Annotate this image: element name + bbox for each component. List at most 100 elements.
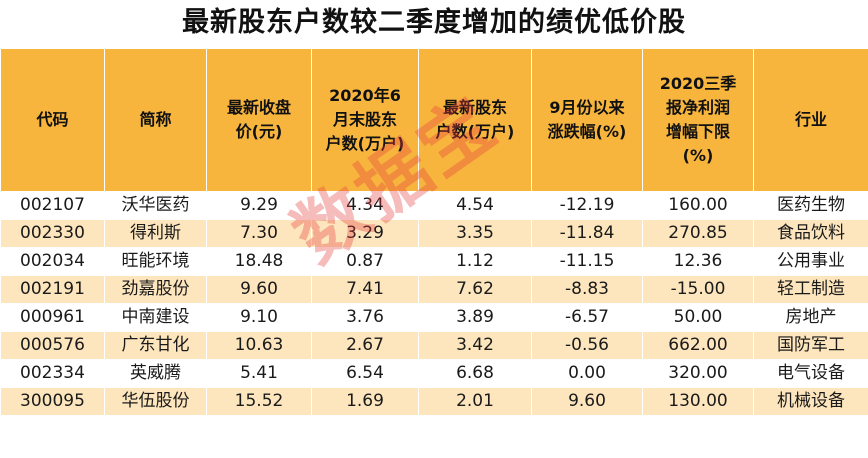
cell-name: 华伍股份	[104, 387, 207, 416]
cell-name: 沃华医药	[104, 191, 207, 220]
column-header-line: 涨跌幅(%)	[547, 122, 627, 141]
column-header-name: 简称	[104, 48, 207, 192]
column-header-latest-holders: 最新股东户数(万户)	[418, 48, 532, 192]
cell-sept-change: -11.84	[531, 219, 643, 248]
cell-close-price: 10.63	[206, 331, 312, 360]
column-header-industry: 行业	[753, 48, 868, 192]
cell-name: 中南建设	[104, 303, 207, 332]
column-header-line: 户数(万户)	[325, 134, 405, 153]
table-row: 002034 旺能环境 18.48 0.87 1.12 -11.15 12.36 公用事业	[0, 247, 868, 276]
cell-code: 002330	[0, 219, 105, 248]
cell-sept-change: -6.57	[531, 303, 643, 332]
column-header-line: 代码	[36, 110, 69, 129]
table-row: 300095 华伍股份 15.52 1.69 2.01 9.60 130.00 机械设备	[0, 387, 868, 416]
cell-latest-holders: 4.54	[418, 191, 532, 220]
cell-sept-change: 0.00	[531, 359, 643, 388]
cell-q3-profit-growth: 320.00	[642, 359, 754, 388]
column-header-line: 最新股东	[442, 98, 507, 117]
cell-sept-change: -12.19	[531, 191, 643, 220]
cell-latest-holders: 6.68	[418, 359, 532, 388]
cell-code: 300095	[0, 387, 105, 416]
cell-close-price: 7.30	[206, 219, 312, 248]
cell-name: 得利斯	[104, 219, 207, 248]
cell-industry: 轻工制造	[753, 275, 868, 304]
cell-industry: 食品饮料	[753, 219, 868, 248]
cell-industry: 房地产	[753, 303, 868, 332]
cell-code: 002334	[0, 359, 105, 388]
column-header-q3-profit-growth: 2020三季 报净利润增幅下限 (%)	[642, 48, 754, 192]
cell-code: 000961	[0, 303, 105, 332]
table-row: 002191 劲嘉股份 9.60 7.41 7.62 -8.83 -15.00 轻工制造	[0, 275, 868, 304]
cell-close-price: 9.60	[206, 275, 312, 304]
cell-june-holders: 3.29	[311, 219, 419, 248]
cell-june-holders: 3.76	[311, 303, 419, 332]
table-row: 002334 英威腾 5.41 6.54 6.68 0.00 320.00 电气设备	[0, 359, 868, 388]
cell-june-holders: 2.67	[311, 331, 419, 360]
column-header-line: 9月份以来	[549, 98, 625, 117]
cell-june-holders: 7.41	[311, 275, 419, 304]
cell-close-price: 9.29	[206, 191, 312, 220]
column-header-line: 2020三季	[659, 74, 737, 93]
cell-code: 002191	[0, 275, 105, 304]
column-header-close-price: 最新收盘价(元)	[206, 48, 312, 192]
cell-q3-profit-growth: 160.00	[642, 191, 754, 220]
cell-close-price: 5.41	[206, 359, 312, 388]
column-header-line: 月末股东	[332, 110, 397, 129]
cell-q3-profit-growth: 130.00	[642, 387, 754, 416]
cell-q3-profit-growth: 270.85	[642, 219, 754, 248]
cell-industry: 公用事业	[753, 247, 868, 276]
cell-latest-holders: 1.12	[418, 247, 532, 276]
column-header-line: 行业	[794, 110, 827, 129]
table-body: 002107 沃华医药 9.29 4.34 4.54 -12.19 160.00 医药生物 00…	[0, 191, 868, 416]
cell-close-price: 15.52	[206, 387, 312, 416]
table-row: 000576 广东甘化 10.63 2.67 3.42 -0.56 662.00 国防军工	[0, 331, 868, 360]
column-header-line: 价(元)	[235, 122, 283, 141]
cell-q3-profit-growth: 50.00	[642, 303, 754, 332]
cell-name: 旺能环境	[104, 247, 207, 276]
cell-q3-profit-growth: 662.00	[642, 331, 754, 360]
column-header-line: 报净利润	[665, 98, 730, 117]
cell-name: 劲嘉股份	[104, 275, 207, 304]
column-header-line: 最新收盘	[226, 98, 291, 117]
column-header-line: 增幅下限	[665, 122, 730, 141]
cell-sept-change: 9.60	[531, 387, 643, 416]
table-row: 000961 中南建设 9.10 3.76 3.89 -6.57 50.00 房地产	[0, 303, 868, 332]
cell-sept-change: -8.83	[531, 275, 643, 304]
cell-industry: 医药生物	[753, 191, 868, 220]
cell-name: 英威腾	[104, 359, 207, 388]
column-header-june-holders: 2020年6 月末股东户数(万户)	[311, 48, 419, 192]
column-header-line: 简称	[139, 110, 172, 129]
cell-latest-holders: 2.01	[418, 387, 532, 416]
cell-close-price: 18.48	[206, 247, 312, 276]
cell-sept-change: -11.15	[531, 247, 643, 276]
cell-close-price: 9.10	[206, 303, 312, 332]
stock-table: 代码 简称 最新收盘 价(元) 2020年6 月末股东 户数(万户) 最新股东 户数(万户) 9月…	[0, 48, 868, 416]
column-header-sept-change: 9月份以来涨跌幅(%)	[531, 48, 643, 192]
cell-latest-holders: 7.62	[418, 275, 532, 304]
cell-q3-profit-growth: 12.36	[642, 247, 754, 276]
cell-june-holders: 1.69	[311, 387, 419, 416]
cell-q3-profit-growth: -15.00	[642, 275, 754, 304]
cell-industry: 电气设备	[753, 359, 868, 388]
cell-latest-holders: 3.89	[418, 303, 532, 332]
cell-code: 000576	[0, 331, 105, 360]
cell-industry: 国防军工	[753, 331, 868, 360]
cell-june-holders: 4.34	[311, 191, 419, 220]
table-title: 最新股东户数较二季度增加的绩优低价股	[182, 7, 686, 38]
cell-june-holders: 6.54	[311, 359, 419, 388]
table-row: 002107 沃华医药 9.29 4.34 4.54 -12.19 160.00 医药生物	[0, 191, 868, 220]
cell-code: 002034	[0, 247, 105, 276]
table-row: 002330 得利斯 7.30 3.29 3.35 -11.84 270.85 食品饮料	[0, 219, 868, 248]
header-row: 代码 简称 最新收盘 价(元) 2020年6 月末股东 户数(万户) 最新股东 户数(万户) 9月…	[0, 48, 868, 192]
cell-june-holders: 0.87	[311, 247, 419, 276]
column-header-line: (%)	[682, 146, 714, 165]
cell-latest-holders: 3.35	[418, 219, 532, 248]
cell-name: 广东甘化	[104, 331, 207, 360]
cell-sept-change: -0.56	[531, 331, 643, 360]
column-header-line: 2020年6	[329, 86, 401, 105]
column-header-code: 代码	[0, 48, 105, 192]
cell-code: 002107	[0, 191, 105, 220]
column-header-line: 户数(万户)	[435, 122, 515, 141]
cell-latest-holders: 3.42	[418, 331, 532, 360]
cell-industry: 机械设备	[753, 387, 868, 416]
